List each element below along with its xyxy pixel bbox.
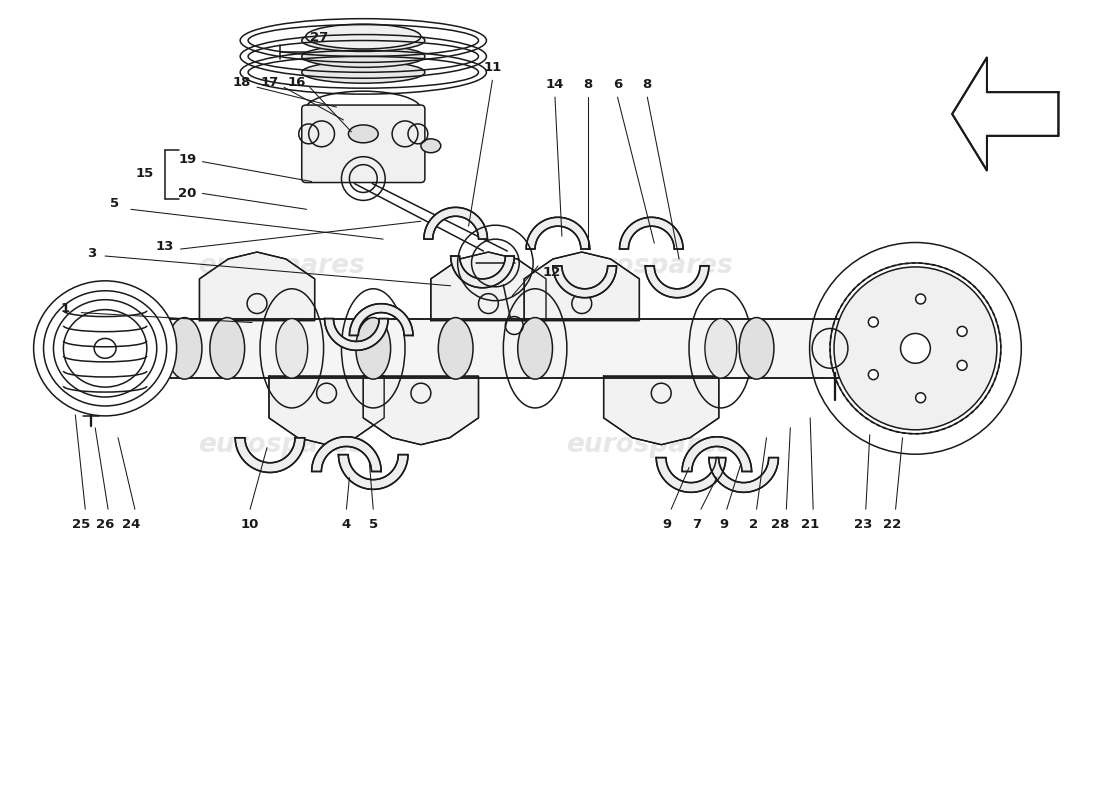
Ellipse shape [276,318,308,378]
Ellipse shape [518,318,552,379]
Polygon shape [682,437,751,471]
Polygon shape [619,218,683,249]
Text: eurospares: eurospares [565,253,733,279]
Polygon shape [270,376,384,445]
Polygon shape [324,318,388,350]
Ellipse shape [301,30,425,51]
Polygon shape [235,438,305,473]
Text: 24: 24 [122,518,140,530]
Polygon shape [604,376,718,445]
Ellipse shape [167,318,202,379]
Ellipse shape [54,300,157,397]
Text: 15: 15 [135,167,154,180]
Ellipse shape [438,318,473,379]
Text: 4: 4 [342,518,351,530]
Text: 1: 1 [60,302,70,315]
Ellipse shape [957,326,967,336]
Text: 5: 5 [110,197,120,210]
Ellipse shape [301,46,425,67]
Ellipse shape [868,317,878,327]
Text: 11: 11 [483,61,502,74]
Polygon shape [525,252,639,321]
Text: 9: 9 [662,518,672,530]
Polygon shape [157,318,856,378]
Ellipse shape [957,360,967,370]
Text: 21: 21 [801,518,820,530]
Text: 10: 10 [241,518,260,530]
Ellipse shape [901,334,931,363]
Text: 17: 17 [261,76,279,89]
Ellipse shape [210,318,244,379]
Text: 25: 25 [73,518,90,530]
Text: eurospares: eurospares [565,432,733,458]
Text: 6: 6 [613,78,623,90]
Polygon shape [657,458,726,492]
Text: 2: 2 [749,518,758,530]
Text: 23: 23 [854,518,872,530]
Polygon shape [363,376,478,445]
FancyBboxPatch shape [301,105,425,182]
Ellipse shape [301,62,425,83]
Ellipse shape [349,125,378,142]
Text: 3: 3 [87,246,96,259]
Text: 7: 7 [692,518,702,530]
Ellipse shape [44,290,167,406]
Ellipse shape [705,318,737,378]
Text: 26: 26 [96,518,114,530]
Polygon shape [199,252,315,321]
Ellipse shape [34,281,177,416]
Ellipse shape [95,338,116,358]
Ellipse shape [834,267,997,430]
Polygon shape [339,454,408,490]
Polygon shape [708,458,779,492]
Text: 27: 27 [310,31,329,44]
Polygon shape [526,218,590,249]
Ellipse shape [306,24,421,49]
Ellipse shape [519,318,551,378]
Ellipse shape [868,370,878,380]
Polygon shape [424,207,487,239]
Polygon shape [953,58,1058,170]
Text: 14: 14 [546,78,564,90]
Text: 19: 19 [178,153,197,166]
Text: 8: 8 [583,78,593,90]
Ellipse shape [421,139,441,153]
Ellipse shape [915,393,925,402]
Polygon shape [451,256,515,288]
Ellipse shape [356,318,390,379]
Ellipse shape [64,310,146,387]
Polygon shape [646,266,708,298]
Text: eurospares: eurospares [198,432,365,458]
Text: 20: 20 [178,187,197,200]
Text: eurospares: eurospares [198,253,365,279]
Text: 13: 13 [155,239,174,253]
Ellipse shape [358,318,389,378]
Polygon shape [350,304,412,335]
Text: 12: 12 [543,266,561,279]
Ellipse shape [915,294,925,304]
Text: 8: 8 [642,78,652,90]
Ellipse shape [739,318,774,379]
Text: 22: 22 [883,518,902,530]
Text: 18: 18 [233,76,251,89]
Text: 9: 9 [719,518,728,530]
Text: 28: 28 [771,518,790,530]
Polygon shape [311,437,382,471]
Polygon shape [553,266,616,298]
Text: 16: 16 [287,76,306,89]
Polygon shape [431,252,546,321]
Text: 5: 5 [368,518,377,530]
